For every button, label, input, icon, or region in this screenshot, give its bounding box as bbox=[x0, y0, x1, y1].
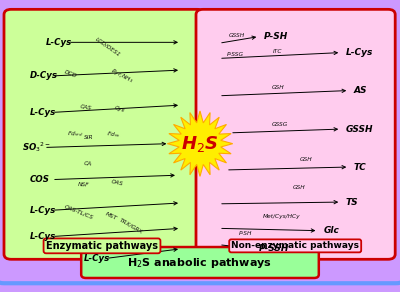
Text: TRX/GRX: TRX/GRX bbox=[118, 217, 144, 234]
Text: GSH: GSH bbox=[300, 157, 312, 162]
Text: SO$_3$$^{2-}$: SO$_3$$^{2-}$ bbox=[22, 140, 51, 154]
Text: GSSG: GSSG bbox=[272, 122, 288, 128]
FancyBboxPatch shape bbox=[196, 9, 395, 259]
Text: Cys: Cys bbox=[114, 105, 126, 114]
Text: GSH: GSH bbox=[293, 185, 306, 190]
Text: NSF: NSF bbox=[77, 182, 89, 187]
Text: COS: COS bbox=[30, 175, 50, 184]
Text: L-Cys: L-Cys bbox=[346, 48, 373, 57]
Text: TC: TC bbox=[354, 163, 367, 171]
Text: D-Cys: D-Cys bbox=[30, 72, 58, 80]
FancyBboxPatch shape bbox=[81, 247, 319, 278]
Text: L-Cys: L-Cys bbox=[30, 108, 56, 117]
Text: SIR: SIR bbox=[84, 135, 94, 140]
Text: P-SH: P-SH bbox=[239, 231, 253, 236]
Text: H$_2$S anabolic pathways: H$_2$S anabolic pathways bbox=[128, 256, 272, 270]
Text: GSH: GSH bbox=[272, 85, 284, 90]
Polygon shape bbox=[167, 111, 233, 176]
Text: OAS: OAS bbox=[110, 180, 123, 187]
Text: AS: AS bbox=[354, 86, 368, 95]
Text: DCD: DCD bbox=[63, 69, 77, 78]
Text: P-SSH: P-SSH bbox=[259, 244, 290, 253]
Text: Enzymatic pathways: Enzymatic pathways bbox=[46, 241, 158, 251]
FancyBboxPatch shape bbox=[4, 9, 204, 259]
Text: MST: MST bbox=[104, 212, 118, 222]
Text: L-Cys: L-Cys bbox=[84, 254, 110, 263]
Text: LCD/DES1: LCD/DES1 bbox=[94, 36, 122, 57]
Text: Pyr,NH$_3$: Pyr,NH$_3$ bbox=[109, 66, 135, 85]
Text: P-SH: P-SH bbox=[264, 32, 288, 41]
Text: P-SSG: P-SSG bbox=[227, 52, 244, 58]
Text: Met/Cys/HCy: Met/Cys/HCy bbox=[263, 214, 301, 219]
Text: CAS: CAS bbox=[80, 105, 92, 112]
Text: OAS-TL/CS: OAS-TL/CS bbox=[64, 204, 94, 220]
Text: L-Cys: L-Cys bbox=[30, 206, 56, 215]
Text: Glc: Glc bbox=[323, 226, 339, 235]
Text: H$_2$S: H$_2$S bbox=[181, 134, 219, 154]
Text: L-Cys: L-Cys bbox=[46, 38, 72, 47]
FancyBboxPatch shape bbox=[0, 0, 400, 283]
Text: Non-enzymatic pathways: Non-enzymatic pathways bbox=[231, 241, 359, 250]
Text: GSSH: GSSH bbox=[229, 32, 245, 38]
Text: GSSH: GSSH bbox=[346, 125, 374, 133]
Text: L-Cys: L-Cys bbox=[30, 232, 56, 241]
Text: ITC: ITC bbox=[273, 49, 283, 55]
Text: TS: TS bbox=[346, 198, 359, 206]
Text: Fd$_{red}$: Fd$_{red}$ bbox=[67, 129, 84, 139]
Text: CA: CA bbox=[84, 161, 92, 167]
Text: Fd$_{ox}$: Fd$_{ox}$ bbox=[106, 130, 122, 140]
